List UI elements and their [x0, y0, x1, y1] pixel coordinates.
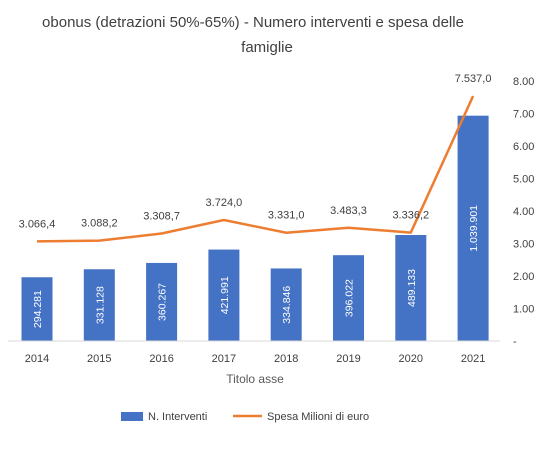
bar-data-label: 360.267	[157, 283, 169, 321]
y-tick-label: 6.00	[513, 141, 534, 153]
bar-data-label: 331.128	[94, 286, 106, 324]
x-axis-title: Titolo asse	[226, 372, 284, 386]
line-data-label: 7.537,0	[455, 73, 492, 85]
bar-data-label: 421.991	[219, 276, 231, 314]
y-tick-label: -	[513, 336, 517, 348]
bar	[83, 269, 115, 341]
line-data-label: 3.088,2	[81, 218, 118, 230]
y-tick-label: 3.00	[513, 239, 534, 251]
bar	[146, 262, 178, 341]
line-series: 3.066,4 3.088,2 3.308,7 3.724,0 3.331,0 3.483…	[19, 73, 492, 243]
bar	[21, 277, 53, 341]
bar	[208, 249, 240, 341]
x-tick-label: 2017	[212, 353, 236, 365]
line-data-label: 3.483,3	[330, 205, 367, 217]
legend-swatch-bar	[121, 412, 143, 421]
x-tick-label: 2018	[274, 353, 298, 365]
line-path	[36, 95, 475, 243]
bar-data-label: 396.022	[344, 279, 356, 317]
bar	[333, 255, 364, 341]
legend-label: N. Interventi	[148, 411, 207, 423]
x-axis-ticks: 2014 2015 2016 2017 2018 2019 2020 2021	[25, 353, 486, 365]
bar	[457, 115, 489, 342]
line-data-label: 3.066,4	[19, 218, 56, 230]
x-tick-label: 2016	[149, 353, 173, 365]
legend-label: Spesa Milioni di euro	[267, 411, 369, 423]
x-tick-label: 2019	[336, 353, 360, 365]
bar	[395, 235, 427, 341]
x-tick-label: 2020	[399, 353, 423, 365]
bar-data-label: 334.846	[281, 286, 293, 324]
y-tick-label: 4.00	[513, 206, 534, 218]
y-tick-label: 2.00	[513, 271, 534, 283]
bar-data-label: 294.281	[32, 290, 44, 328]
line-data-label: 3.724,0	[206, 197, 243, 209]
bar-data-label: 489.133	[406, 269, 418, 307]
y-tick-label: 5.00	[513, 174, 534, 186]
chart-title-line1: obonus (detrazioni 50%-65%) - Numero int…	[42, 14, 464, 31]
y-axis-right: - 1.00 2.00 3.00 4.00 5.00 6.00 7.00 8.00	[513, 76, 534, 348]
y-tick-label: 1.00	[513, 304, 534, 316]
x-tick-label: 2014	[25, 353, 49, 365]
y-tick-label: 8.00	[513, 76, 534, 88]
y-tick-label: 7.00	[513, 109, 534, 121]
bar-series: 294.281 331.128 360.267 421.991 334.846 396.0…	[21, 115, 489, 342]
x-tick-label: 2021	[461, 353, 485, 365]
line-data-label: 3.336,2	[392, 210, 429, 222]
legend: N. Interventi Spesa Milioni di euro	[121, 411, 369, 423]
line-data-label: 3.331,0	[268, 210, 305, 222]
bar-data-label: 1.039.901	[468, 205, 480, 252]
x-tick-label: 2015	[87, 353, 111, 365]
bar	[270, 268, 302, 341]
chart-title-line2: famiglie	[241, 39, 293, 56]
line-data-label: 3.308,7	[143, 210, 180, 222]
